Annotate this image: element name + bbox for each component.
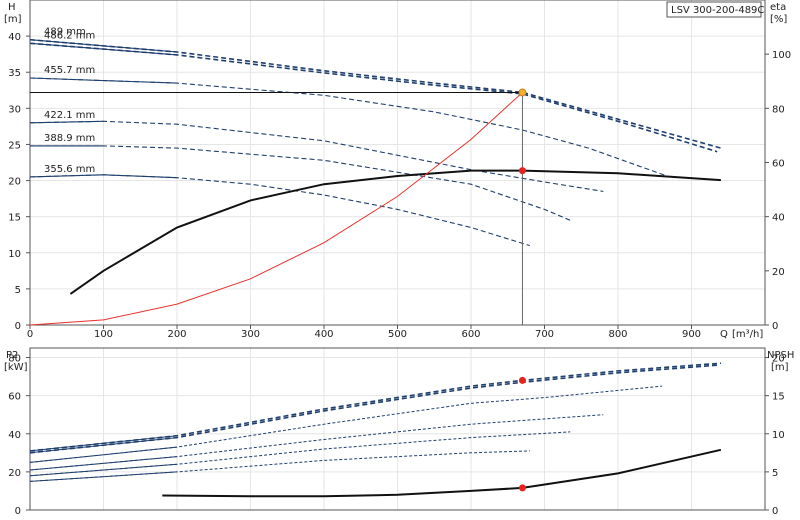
head-tick-label: 5 [15,285,21,296]
head-tick-label: 15 [8,213,21,224]
p2-tick-label: 40 [8,430,21,441]
power-curve [29,385,663,463]
p2-axis-label: P2 [6,350,18,361]
eta-tick-label: 100 [772,50,791,61]
q-tick-label: 600 [461,329,480,340]
head-tick-label: 10 [8,249,21,260]
p2-axis-unit: [kW] [4,362,28,373]
head-curve-label: 355.6 mm [44,164,95,175]
power-curve [29,362,721,452]
bottom-plot-frame [29,347,766,511]
head-axis-label: H [8,2,16,13]
q-tick-label: 900 [682,329,701,340]
head-curve-solid-part [29,174,178,179]
head-curve-solid-part [29,77,178,84]
q-tick-label: 700 [535,329,554,340]
eta-tick-label: 60 [772,159,785,170]
power-curve-solid-part [29,435,178,452]
npsh-axis-label: NPSH [767,350,794,361]
q-tick-label: 300 [241,329,260,340]
eta-tick-label: 0 [772,321,778,332]
npsh-tick-label: 20 [772,354,785,365]
q-tick-label: 400 [314,329,333,340]
efficiency-curve [69,169,721,295]
head-tick-label: 35 [8,68,21,79]
head-curve-solid-part [29,120,104,124]
q-tick-label: 800 [608,329,627,340]
p2-tick-label: 60 [8,392,21,403]
power-point-marker [518,376,526,384]
q-tick-label: 500 [388,329,407,340]
npsh-curve [162,448,722,498]
npsh-tick-label: 5 [772,468,778,479]
q-tick-label: 200 [167,329,186,340]
head-tick-label: 40 [8,32,21,43]
head-curve [29,42,718,153]
head-tick-label: 0 [15,321,21,332]
head-tick-label: 20 [8,177,21,188]
power-curve-solid-part [29,437,178,454]
power-curve-solid-part [29,471,178,482]
head-curve-label: 388.9 mm [44,133,95,144]
legend-box-text: LSV 300-200-489C [671,5,764,16]
head-curve-label: 486.2 mm [44,30,95,41]
legend-box [666,1,762,18]
npsh-axis-unit: [m] [771,362,789,373]
head-tick-label: 30 [8,104,21,115]
power-curve-solid-part [29,456,178,471]
head-curve [30,145,571,221]
head-tick-label: 25 [8,140,21,151]
power-curve [29,364,718,454]
power-curve [29,431,571,477]
q-tick-label: 0 [27,329,33,340]
efficiency-point-marker [518,167,526,175]
power-curve-solid-part [29,463,178,477]
eta-axis-unit: [%] [770,14,787,25]
head-curve-label: 455.7 mm [44,65,95,76]
npsh-tick-label: 0 [772,506,778,517]
head-curve-solid-part [29,39,178,53]
power-curve [29,414,604,471]
duty-point-marker [518,88,527,97]
power-curve [29,450,530,482]
head-curve-solid-part [29,42,178,56]
npsh-tick-label: 15 [772,392,785,403]
head-curve-label: 489 mm [44,27,86,38]
head-curve [29,38,722,149]
q-axis-unit: [m³/h] [732,329,763,340]
head-curve [29,174,530,247]
eta-axis-label: eta [770,2,786,13]
p2-tick-label: 0 [15,506,21,517]
power-curve-solid-part [29,446,178,463]
p2-tick-label: 20 [8,468,21,479]
head-axis-unit: [m] [4,14,22,25]
npsh-tick-label: 10 [772,430,785,441]
npsh-point-marker [518,484,526,492]
q-tick-label: 100 [94,329,113,340]
head-curve-label: 422.1 mm [44,110,95,121]
p2-tick-label: 80 [8,354,21,365]
eta-tick-label: 40 [772,213,785,224]
q-axis-label: Q [720,329,728,340]
eta-tick-label: 20 [772,267,785,278]
eta-tick-label: 80 [772,104,785,115]
system-curve [29,92,523,326]
